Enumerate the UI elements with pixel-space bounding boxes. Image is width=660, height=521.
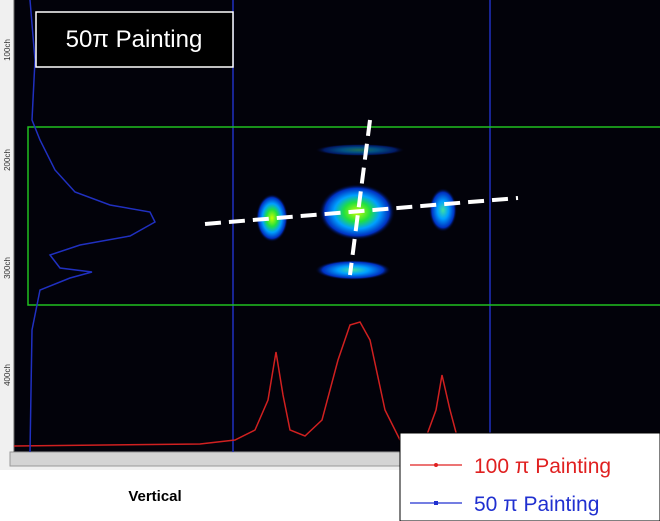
beam-spot [315, 144, 405, 156]
legend-marker [434, 463, 438, 467]
axis-tick-label: 100ch [3, 39, 12, 61]
legend-entry: 50 π Painting [474, 493, 599, 516]
axis-tick-label: 200ch [3, 149, 12, 171]
axis-tick-label: 300ch [3, 257, 12, 279]
legend-marker [434, 501, 438, 505]
axis-tick-label: 400ch [3, 364, 12, 386]
axis-title: Vertical [128, 488, 181, 505]
legend-entry: 100 π Painting [474, 455, 611, 478]
screenshot: 100ch 200ch 300ch 400ch 50π Painting Vertic… [0, 0, 660, 521]
image-label: 50π Painting [66, 26, 203, 53]
beam-spot [429, 188, 457, 232]
beam-spot [315, 260, 391, 280]
